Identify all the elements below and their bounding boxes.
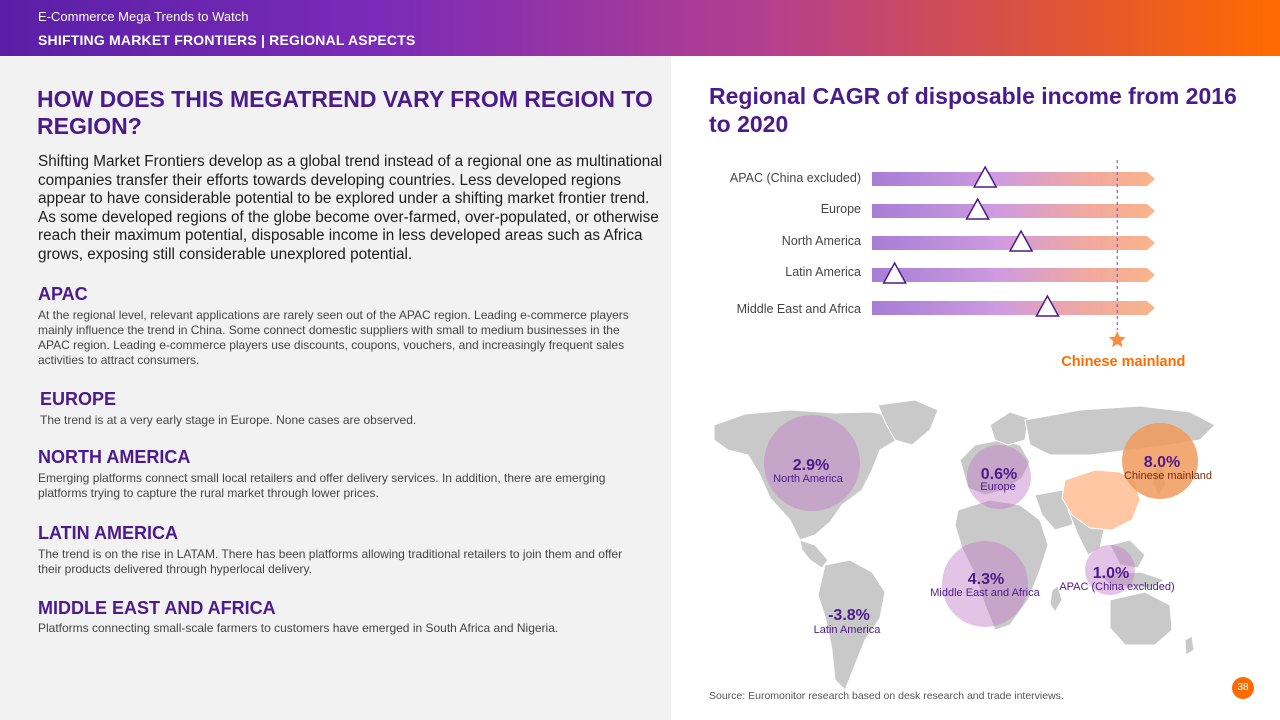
page-number: 38 xyxy=(1232,677,1254,699)
marker-apac xyxy=(972,165,998,188)
region-text-europe: The trend is at a very early stage in Eu… xyxy=(40,413,417,427)
region-heading-mea: MIDDLE EAST AND AFRICA xyxy=(38,598,276,618)
header-supertitle: E-Commerce Mega Trends to Watch xyxy=(38,9,249,24)
intro-paragraph: Shifting Market Frontiers develop as a g… xyxy=(38,153,663,263)
bubble-apac xyxy=(1085,545,1135,595)
bubble-chinese-mainland xyxy=(1122,423,1198,499)
region-text-apac: At the regional level, relevant applicat… xyxy=(38,308,629,367)
map-value-mea: 4.3% xyxy=(968,571,1004,588)
map-value-north-america: 2.9% xyxy=(793,457,829,474)
bar-north-america xyxy=(872,236,1155,250)
region-text-mea: Platforms connecting small-scale farmers… xyxy=(38,621,559,635)
region-heading-latin-america: LATIN AMERICA xyxy=(38,523,178,543)
map-value-chinese-mainland: 8.0% xyxy=(1144,454,1180,471)
reference-label: Chinese mainland xyxy=(1061,354,1185,370)
bar-apac xyxy=(872,172,1155,186)
map-region-chinese-mainland: Chinese mainland xyxy=(1124,470,1212,482)
bubble-europe xyxy=(967,445,1031,509)
bar-label-north-america: North America xyxy=(781,234,861,248)
header-banner: E-Commerce Mega Trends to Watch SHIFTING… xyxy=(0,0,1280,56)
map-value-latin-america: -3.8% xyxy=(828,607,870,624)
bar-label-apac: APAC (China excluded) xyxy=(729,171,861,185)
marker-north-america xyxy=(1008,229,1034,252)
bar-mea xyxy=(872,301,1155,315)
map-region-mea: Middle East and Africa xyxy=(930,587,1040,599)
marker-latin-america xyxy=(882,261,907,284)
region-text-latin-america: The trend is on the rise in LATAM. There… xyxy=(38,547,623,576)
chart-title: Regional CAGR of disposable income from … xyxy=(709,83,1237,137)
world-map xyxy=(713,399,1216,691)
region-heading-europe: EUROPE xyxy=(40,389,117,409)
bar-label-mea: Middle East and Africa xyxy=(736,302,861,316)
bar-latin-america xyxy=(872,268,1155,282)
marker-mea xyxy=(1035,294,1060,317)
map-value-europe: 0.6% xyxy=(981,466,1017,483)
map-region-europe: Europe xyxy=(980,481,1015,493)
marker-europe xyxy=(965,197,990,220)
map-region-apac: APAC (China excluded) xyxy=(1059,581,1174,593)
left-panel: HOW DOES THIS MEGATREND VARY FROM REGION… xyxy=(0,56,671,720)
source-note: Source: Euromonitor research based on de… xyxy=(709,690,1064,702)
bar-europe xyxy=(872,204,1155,218)
region-heading-apac: APAC xyxy=(38,284,88,304)
bubble-north-america xyxy=(764,415,860,511)
china-highlight xyxy=(1061,469,1141,531)
region-heading-north-america: NORTH AMERICA xyxy=(38,447,191,467)
page-question-title: HOW DOES THIS MEGATREND VARY FROM REGION… xyxy=(37,86,653,139)
star-icon xyxy=(1108,331,1126,348)
bar-label-europe: Europe xyxy=(820,202,861,216)
map-region-north-america: North America xyxy=(773,473,844,485)
bubble-mea xyxy=(942,541,1028,627)
region-text-north-america: Emerging platforms connect small local r… xyxy=(38,471,606,500)
map-region-latin-america: Latin America xyxy=(814,624,882,636)
header-title: SHIFTING MARKET FRONTIERS | REGIONAL ASP… xyxy=(38,32,416,48)
bar-label-latin-america: Latin America xyxy=(785,265,861,279)
map-value-apac: 1.0% xyxy=(1093,565,1129,582)
